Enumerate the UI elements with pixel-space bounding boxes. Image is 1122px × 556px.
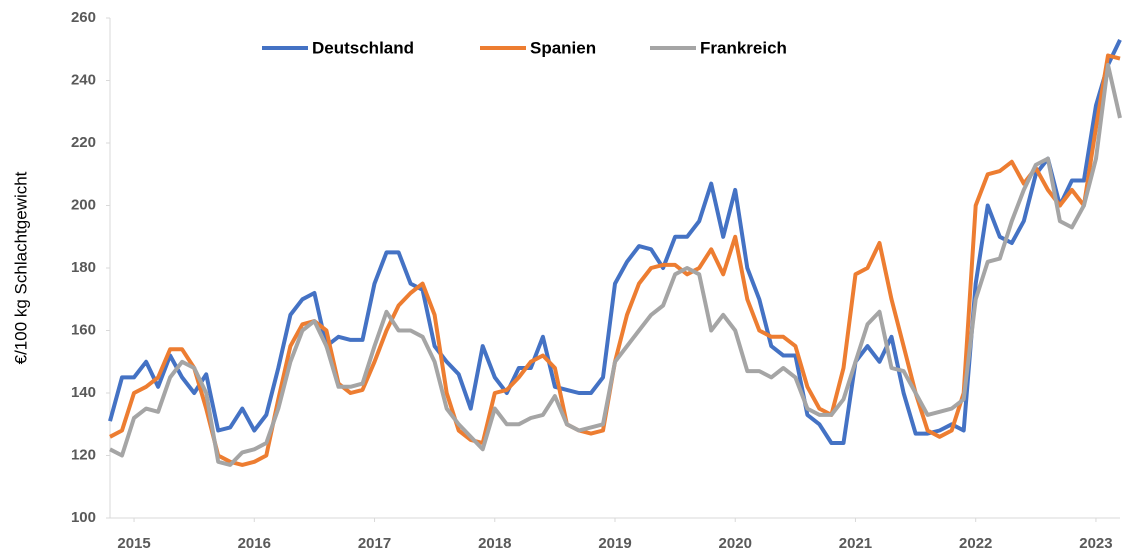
series-line (109, 62, 1122, 467)
y-tick-label: 180 (71, 259, 96, 276)
x-tick-label: 2023 (1079, 535, 1112, 552)
x-tick-label: 2019 (598, 535, 631, 552)
legend-label: Deutschland (312, 38, 414, 57)
x-tick-label: 2018 (478, 535, 511, 552)
x-tick-label: 2022 (959, 535, 992, 552)
legend-label: Frankreich (700, 38, 787, 57)
legend-label: Spanien (530, 38, 596, 57)
y-tick-label: 220 (71, 134, 96, 151)
y-tick-label: 260 (71, 9, 96, 26)
y-tick-label: 160 (71, 321, 96, 338)
x-tick-label: 2021 (839, 535, 872, 552)
y-tick-label: 120 (71, 446, 96, 463)
x-tick-label: 2015 (117, 535, 150, 552)
y-tick-label: 200 (71, 196, 96, 213)
x-tick-label: 2016 (238, 535, 271, 552)
y-tick-label: 100 (71, 509, 96, 526)
x-tick-label: 2020 (719, 535, 752, 552)
series-line (108, 39, 1122, 445)
x-tick-label: 2017 (358, 535, 391, 552)
y-axis-label: €/100 kg Schlachtgewicht (11, 171, 30, 364)
y-tick-label: 240 (71, 71, 96, 88)
series-line (109, 53, 1121, 467)
y-tick-label: 140 (71, 384, 96, 401)
